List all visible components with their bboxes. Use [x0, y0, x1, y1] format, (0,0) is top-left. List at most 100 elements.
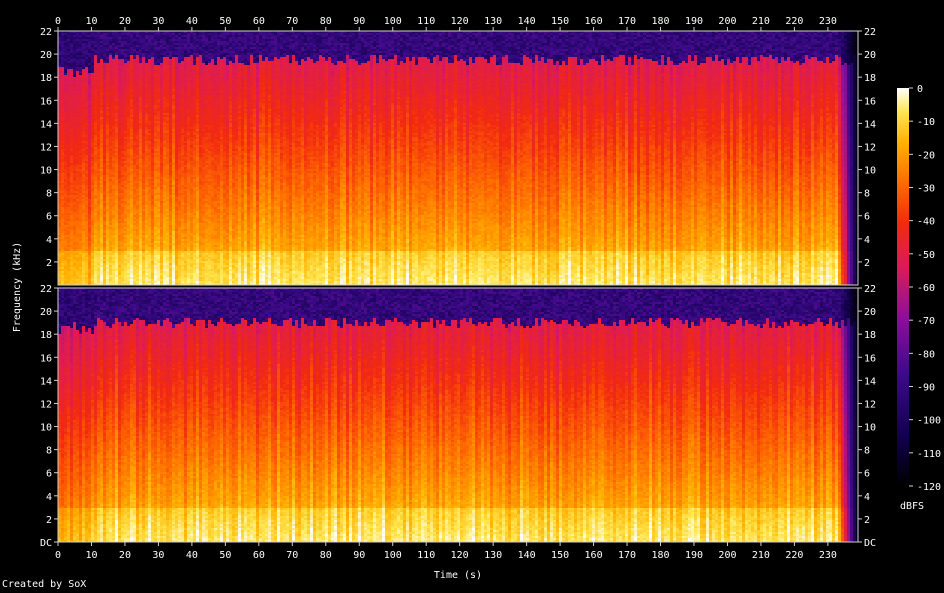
- x-tick-label-top: 40: [186, 16, 198, 27]
- x-tick-label-bottom: 80: [320, 550, 332, 561]
- y-tick-label-right: 12: [864, 142, 876, 153]
- channel-2-spectrogram: [58, 288, 859, 542]
- x-tick-label-bottom: 140: [518, 550, 536, 561]
- x-tick-label-bottom: 130: [484, 550, 502, 561]
- x-tick-label-top: 160: [585, 16, 603, 27]
- x-tick-label-top: 50: [219, 16, 231, 27]
- colorbar-tick-label: -10: [917, 117, 935, 128]
- x-tick-label-top: 140: [518, 16, 536, 27]
- x-tick-label-bottom: 160: [585, 550, 603, 561]
- y-tick-label-right: 20: [864, 50, 876, 61]
- y-tick-label-right: 12: [864, 399, 876, 410]
- colorbar-tick-label: -30: [917, 184, 935, 195]
- x-tick-label-top: 10: [85, 16, 97, 27]
- x-tick-label-bottom: 20: [119, 550, 131, 561]
- x-tick-label-top: 30: [152, 16, 164, 27]
- x-tick-label-top: 230: [819, 16, 837, 27]
- x-tick-label-bottom: 180: [651, 550, 669, 561]
- y-tick-label-left: 20: [40, 50, 52, 61]
- x-tick-label-bottom: 150: [551, 550, 569, 561]
- colorbar-tick-label: -110: [917, 449, 941, 460]
- x-tick-label-top: 190: [685, 16, 703, 27]
- y-tick-label-right: 10: [864, 166, 876, 177]
- x-tick-label-top: 80: [320, 16, 332, 27]
- x-tick-label-top: 130: [484, 16, 502, 27]
- x-tick-label-bottom: 120: [451, 550, 469, 561]
- x-tick-label-top: 0: [55, 16, 61, 27]
- y-tick-label-right: 16: [864, 353, 876, 364]
- y-tick-label-right: 18: [864, 330, 876, 341]
- x-tick-label-bottom: 100: [384, 550, 402, 561]
- y-tick-label-right: 22: [864, 284, 876, 295]
- y-tick-label-right: 18: [864, 73, 876, 84]
- colorbar-gradient: [897, 88, 909, 486]
- x-tick-label-bottom: 210: [752, 550, 770, 561]
- colorbar-tick-label: -100: [917, 416, 941, 427]
- y-tick-label-right: 4: [864, 235, 870, 246]
- x-tick-label-bottom: 110: [417, 550, 435, 561]
- x-tick-label-top: 200: [718, 16, 736, 27]
- y-tick-label-left: 22: [40, 27, 52, 38]
- y-tick-label-left: 10: [40, 423, 52, 434]
- y-tick-label-left: DC: [40, 538, 52, 549]
- colorbar-tick-label: 0: [917, 84, 923, 95]
- y-tick-label-left: 14: [40, 119, 52, 130]
- y-tick-label-left: 12: [40, 142, 52, 153]
- x-tick-label-bottom: 70: [286, 550, 298, 561]
- colorbar-tick-label: -90: [917, 383, 935, 394]
- x-tick-label-top: 120: [451, 16, 469, 27]
- x-tick-label-bottom: 200: [718, 550, 736, 561]
- y-tick-label-left: 14: [40, 376, 52, 387]
- y-tick-label-right: DC: [864, 538, 876, 549]
- x-tick-label-top: 60: [253, 16, 265, 27]
- y-tick-label-right: 14: [864, 119, 876, 130]
- y-tick-label-left: 8: [46, 446, 52, 457]
- x-tick-label-top: 110: [417, 16, 435, 27]
- y-tick-label-right: 2: [864, 515, 870, 526]
- colorbar-tick-label: -20: [917, 150, 935, 161]
- x-tick-label-bottom: 60: [253, 550, 265, 561]
- x-tick-label-top: 210: [752, 16, 770, 27]
- x-tick-label-top: 70: [286, 16, 298, 27]
- y-tick-label-left: 20: [40, 307, 52, 318]
- x-tick-label-bottom: 190: [685, 550, 703, 561]
- x-tick-label-top: 170: [618, 16, 636, 27]
- y-axis-label: Frequency (kHz): [12, 242, 23, 332]
- x-tick-label-bottom: 0: [55, 550, 61, 561]
- y-tick-label-left: 6: [46, 212, 52, 223]
- x-tick-label-top: 90: [353, 16, 365, 27]
- y-tick-label-left: 18: [40, 330, 52, 341]
- y-tick-label-left: 10: [40, 166, 52, 177]
- colorbar-tick-label: -80: [917, 349, 935, 360]
- y-tick-label-right: 14: [864, 376, 876, 387]
- y-tick-label-left: 16: [40, 96, 52, 107]
- x-tick-label-top: 180: [651, 16, 669, 27]
- x-tick-label-top: 100: [384, 16, 402, 27]
- y-tick-label-right: 6: [864, 212, 870, 223]
- y-tick-label-right: 20: [864, 307, 876, 318]
- y-tick-label-right: 2: [864, 258, 870, 269]
- y-tick-label-right: 8: [864, 446, 870, 457]
- colorbar-tick-label: -50: [917, 250, 935, 261]
- y-tick-label-left: 2: [46, 258, 52, 269]
- colorbar-tick-label: -120: [917, 482, 941, 493]
- y-tick-label-left: 6: [46, 469, 52, 480]
- x-tick-label-bottom: 220: [785, 550, 803, 561]
- y-tick-label-left: 18: [40, 73, 52, 84]
- x-tick-label-top: 20: [119, 16, 131, 27]
- x-tick-label-bottom: 50: [219, 550, 231, 561]
- y-tick-label-right: 10: [864, 423, 876, 434]
- y-tick-label-left: 22: [40, 284, 52, 295]
- y-tick-label-left: 2: [46, 515, 52, 526]
- colorbar-label: dBFS: [900, 501, 924, 512]
- y-tick-label-left: 16: [40, 353, 52, 364]
- channel-1-spectrogram: [58, 31, 859, 285]
- y-tick-label-right: 8: [864, 189, 870, 200]
- created-by-credit: Created by SoX: [2, 579, 86, 591]
- x-tick-label-bottom: 40: [186, 550, 198, 561]
- x-tick-label-bottom: 170: [618, 550, 636, 561]
- y-tick-label-left: 4: [46, 235, 52, 246]
- y-tick-label-right: 6: [864, 469, 870, 480]
- x-tick-label-top: 220: [785, 16, 803, 27]
